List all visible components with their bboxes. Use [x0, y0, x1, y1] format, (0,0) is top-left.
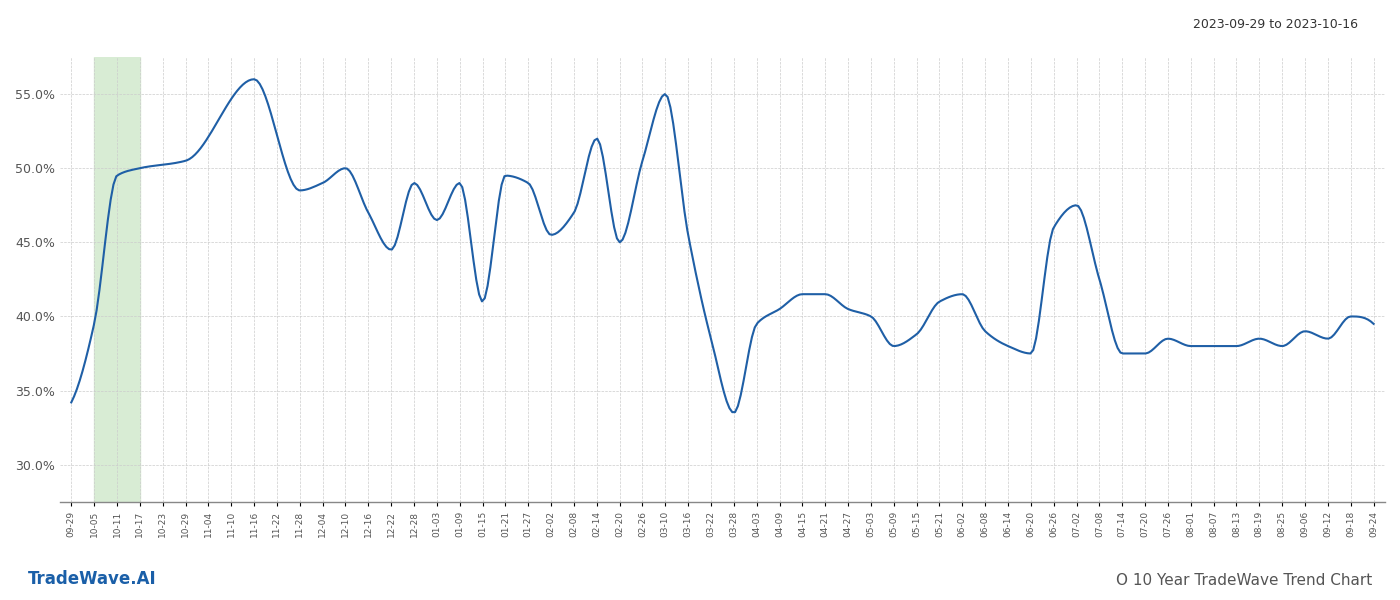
Text: O 10 Year TradeWave Trend Chart: O 10 Year TradeWave Trend Chart: [1116, 573, 1372, 588]
Text: 2023-09-29 to 2023-10-16: 2023-09-29 to 2023-10-16: [1193, 18, 1358, 31]
Bar: [94, 57, 140, 502]
Text: TradeWave.AI: TradeWave.AI: [28, 570, 157, 588]
